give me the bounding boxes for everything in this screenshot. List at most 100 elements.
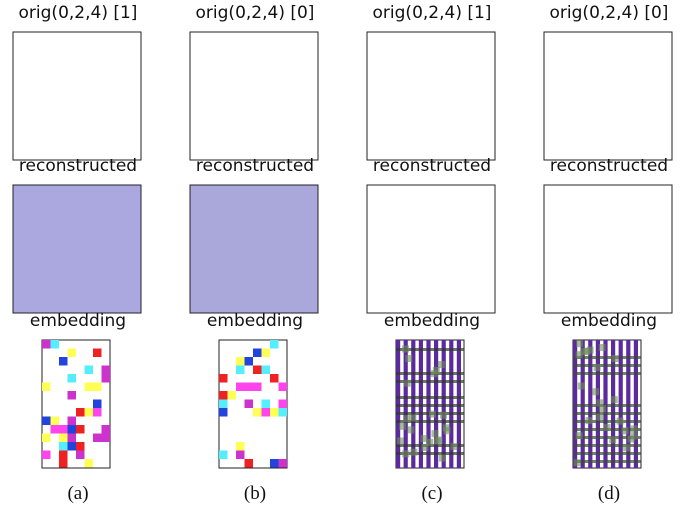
embedding-patch xyxy=(580,348,587,355)
embedding-band xyxy=(573,444,641,447)
caption: (d) xyxy=(598,483,620,504)
top-title: orig(0,2,4) [1] xyxy=(373,3,492,23)
embedding-cell xyxy=(236,383,245,392)
embedding-band xyxy=(573,404,641,407)
embedding-patch xyxy=(611,355,618,362)
embedding-band xyxy=(573,364,641,367)
embedding-cell xyxy=(85,366,94,375)
embedding-cell xyxy=(76,425,85,434)
embedding-cell xyxy=(76,442,85,451)
embedding-patch xyxy=(574,459,581,466)
panel: orig(0,2,4) [1] reconstructed embedding (a) xyxy=(13,3,141,504)
middle-title: reconstructed xyxy=(550,156,668,176)
embedding-cell xyxy=(59,442,68,451)
embedding-cell xyxy=(42,383,51,392)
embedding-cell xyxy=(42,434,51,443)
embedding-cell xyxy=(59,451,68,460)
embedding-cell xyxy=(253,383,262,392)
embedding-cell xyxy=(219,400,228,409)
embedding-cell xyxy=(270,459,279,468)
embedding-cell xyxy=(262,400,271,409)
embedding-cell xyxy=(68,391,77,400)
embedding-patch xyxy=(429,411,436,418)
embedding-patch xyxy=(594,364,601,371)
embedding-band xyxy=(573,460,641,463)
embedding-patch xyxy=(407,426,414,433)
embedding-cell xyxy=(279,459,288,468)
embedding-patch xyxy=(576,340,583,347)
embedding-cell xyxy=(245,357,254,366)
embedding-patch xyxy=(631,425,638,432)
embedding-cell xyxy=(219,408,228,417)
caption: (b) xyxy=(244,483,266,504)
top-title: orig(0,2,4) [0] xyxy=(196,3,315,23)
embedding-band xyxy=(396,404,464,407)
embedding-cell xyxy=(102,425,111,434)
embedding-patch xyxy=(410,449,417,456)
embedding-band xyxy=(573,420,641,423)
embedding-cell xyxy=(59,434,68,443)
embedding-patch xyxy=(431,430,438,437)
embedding-cell xyxy=(279,400,288,409)
embedding-cell xyxy=(59,357,68,366)
embedding-cell xyxy=(85,383,94,392)
embedding-patch xyxy=(402,450,409,457)
panel: orig(0,2,4) [1]reconstructedembedding(c) xyxy=(367,3,495,504)
embedding-patch xyxy=(409,414,416,421)
embedding-cell xyxy=(76,408,85,417)
embedding-cell xyxy=(262,366,271,375)
embedding-patch xyxy=(604,424,611,431)
embedding-patch xyxy=(576,432,583,439)
embedding-cell xyxy=(245,400,254,409)
embedding-cell xyxy=(93,349,102,358)
bottom-title: embedding xyxy=(207,311,303,331)
embedding-patch xyxy=(609,436,616,443)
embedding-patch xyxy=(585,417,592,424)
embedding-patch xyxy=(438,361,445,368)
embedding-cell xyxy=(262,349,271,358)
embedding-patch xyxy=(439,455,446,462)
embedding-cell xyxy=(59,459,68,468)
embedding-cell xyxy=(68,349,77,358)
embedding-patch xyxy=(611,396,618,403)
caption: (c) xyxy=(421,483,442,504)
embedding-patch xyxy=(397,437,404,444)
embedding-patch xyxy=(592,388,599,395)
embedding-cell xyxy=(262,408,271,417)
embedding-cell xyxy=(59,425,68,434)
embedding-cell xyxy=(253,349,262,358)
middle-title: reconstructed xyxy=(19,156,137,176)
embedding-patch xyxy=(403,415,410,422)
embedding-patch xyxy=(599,405,606,412)
embedding-patch xyxy=(627,436,634,443)
embedding-patch xyxy=(450,443,457,450)
embedding-cell xyxy=(42,340,51,349)
embedding-cell xyxy=(85,408,94,417)
embedding-band xyxy=(573,452,641,455)
embedding-cell xyxy=(68,434,77,443)
embedding-cell xyxy=(236,442,245,451)
bottom-title: embedding xyxy=(30,311,126,331)
embedding-patch xyxy=(436,437,443,444)
embedding-band xyxy=(396,372,464,375)
top-title: orig(0,2,4) [1] xyxy=(19,3,138,23)
embedding-cell xyxy=(51,340,60,349)
embedding-cell xyxy=(270,374,279,383)
embedding-cell xyxy=(102,374,111,383)
embedding-patch xyxy=(405,355,412,362)
embedding-band xyxy=(396,396,464,399)
embedding-patch xyxy=(431,370,438,377)
embedding-cell xyxy=(42,417,51,426)
middle-title: reconstructed xyxy=(196,156,314,176)
caption: (a) xyxy=(67,483,88,504)
embedding-cell xyxy=(253,408,262,417)
embedding-patch xyxy=(623,444,630,451)
embedding-cell xyxy=(270,340,279,349)
embedding-patch xyxy=(399,423,406,430)
embedding-cell xyxy=(236,357,245,366)
panel: orig(0,2,4) [0] reconstructed embedding (b) xyxy=(190,3,318,504)
embedding-cell xyxy=(219,374,228,383)
embedding-cell xyxy=(228,391,237,400)
embedding-cell xyxy=(219,391,228,400)
embedding-cell xyxy=(68,374,77,383)
